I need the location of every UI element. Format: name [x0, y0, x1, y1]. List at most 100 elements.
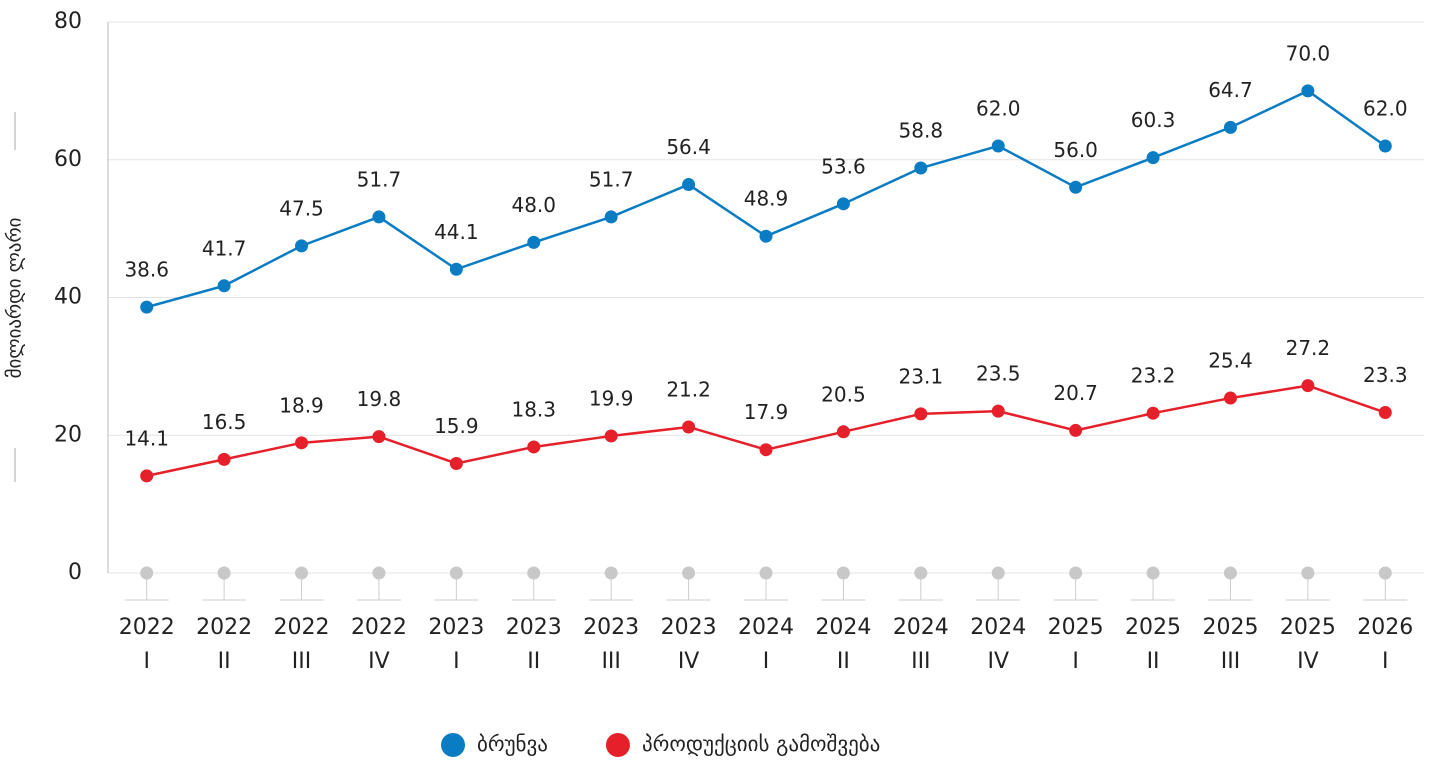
- data-point: [836, 425, 850, 439]
- x-tick-label: I: [1072, 649, 1079, 674]
- data-label: 23.1: [899, 364, 944, 388]
- data-label: 23.3: [1363, 363, 1408, 387]
- data-point: [1069, 423, 1083, 437]
- data-point: [991, 566, 1005, 580]
- data-point: [295, 239, 309, 253]
- data-point: [682, 178, 696, 192]
- data-label: 16.5: [202, 410, 247, 434]
- data-point: [1223, 120, 1237, 134]
- data-point: [449, 566, 463, 580]
- x-tick-label: 2022: [351, 615, 407, 640]
- data-label: 56.4: [666, 135, 711, 159]
- data-point: [372, 566, 386, 580]
- x-tick-label: I: [143, 649, 150, 674]
- data-point: [295, 436, 309, 450]
- data-label: 62.0: [1363, 96, 1408, 120]
- data-label: 53.6: [821, 154, 866, 178]
- data-point: [991, 404, 1005, 418]
- x-tick-label: 2023: [506, 615, 562, 640]
- x-tick-label: 2025: [1048, 615, 1104, 640]
- data-label: 62.0: [976, 96, 1021, 120]
- x-tick-label: IV: [678, 649, 700, 674]
- data-point: [836, 566, 850, 580]
- y-axis-label: მილიარდი ლარი: [4, 218, 26, 379]
- x-tick-label: I: [453, 649, 460, 674]
- data-label: 27.2: [1286, 336, 1331, 360]
- legend-swatch: [605, 733, 630, 757]
- x-tick-label: 2024: [738, 615, 794, 640]
- x-tick-label: 2026: [1357, 615, 1413, 640]
- data-point: [140, 469, 154, 483]
- data-point: [1378, 139, 1392, 153]
- x-tick-label: 2023: [428, 615, 484, 640]
- legend-swatch: [441, 733, 465, 757]
- data-label: 60.3: [1131, 108, 1176, 132]
- x-tick-label: III: [601, 649, 620, 674]
- x-tick-label: I: [763, 649, 770, 674]
- data-point: [295, 566, 309, 580]
- data-point: [527, 566, 541, 580]
- x-tick-label: 2023: [661, 615, 717, 640]
- data-point: [527, 440, 541, 454]
- x-tick-label: II: [218, 649, 231, 674]
- x-tick-label: II: [527, 649, 540, 674]
- x-tick-label: 2024: [893, 615, 949, 640]
- data-point: [604, 429, 618, 443]
- data-point: [991, 139, 1005, 153]
- x-tick-label: 2022: [274, 615, 330, 640]
- data-point: [682, 420, 696, 434]
- data-point: [914, 407, 928, 421]
- data-label: 64.7: [1208, 78, 1253, 102]
- data-label: 58.8: [899, 119, 944, 143]
- data-point: [759, 229, 773, 243]
- data-label: 44.1: [434, 220, 479, 244]
- x-tick-label: II: [1147, 649, 1160, 674]
- data-label: 18.9: [279, 393, 324, 417]
- y-tick-label: 40: [54, 285, 82, 310]
- x-tick-label: III: [1221, 649, 1240, 674]
- data-point: [1069, 566, 1083, 580]
- x-tick-label: III: [911, 649, 930, 674]
- x-tick-label: 2024: [815, 615, 871, 640]
- data-point: [217, 279, 231, 293]
- data-point: [1301, 379, 1315, 393]
- series-line: [146, 384, 1386, 478]
- data-label: 21.2: [666, 377, 711, 401]
- data-label: 38.6: [124, 258, 169, 282]
- data-point: [372, 430, 386, 444]
- x-tick-label: 2023: [583, 615, 639, 640]
- x-tick-label: II: [837, 649, 850, 674]
- data-point: [1301, 84, 1315, 98]
- x-tick-label: IV: [1297, 649, 1319, 674]
- x-tick-label: 2025: [1280, 615, 1336, 640]
- data-point: [1223, 566, 1237, 580]
- data-point: [449, 262, 463, 276]
- data-point: [449, 456, 463, 470]
- data-point: [1378, 406, 1392, 420]
- data-label: 14.1: [124, 426, 169, 450]
- data-label: 23.5: [976, 362, 1021, 386]
- x-tick-label: 2022: [196, 615, 252, 640]
- y-tick-label: 20: [54, 422, 82, 447]
- data-label: 20.5: [821, 382, 866, 406]
- legend-label: ბრუნვა: [477, 732, 548, 756]
- data-point: [1146, 151, 1160, 165]
- data-label: 20.7: [1053, 381, 1098, 405]
- x-tick-label: I: [1382, 649, 1389, 674]
- data-point: [1223, 391, 1237, 405]
- data-point: [604, 210, 618, 224]
- x-tick-label: 2025: [1202, 615, 1258, 640]
- data-point: [217, 566, 231, 580]
- data-label: 41.7: [202, 236, 247, 260]
- data-point: [759, 566, 773, 580]
- data-label: 25.4: [1208, 349, 1253, 373]
- data-point: [140, 566, 154, 580]
- data-point: [914, 161, 928, 175]
- data-point: [682, 566, 696, 580]
- x-tick-label: IV: [368, 649, 390, 674]
- data-label: 17.9: [744, 400, 789, 424]
- data-label: 51.7: [357, 167, 402, 191]
- y-tick-label: 0: [68, 560, 82, 585]
- legend-label: პროდუქციის გამოშვება: [642, 732, 880, 756]
